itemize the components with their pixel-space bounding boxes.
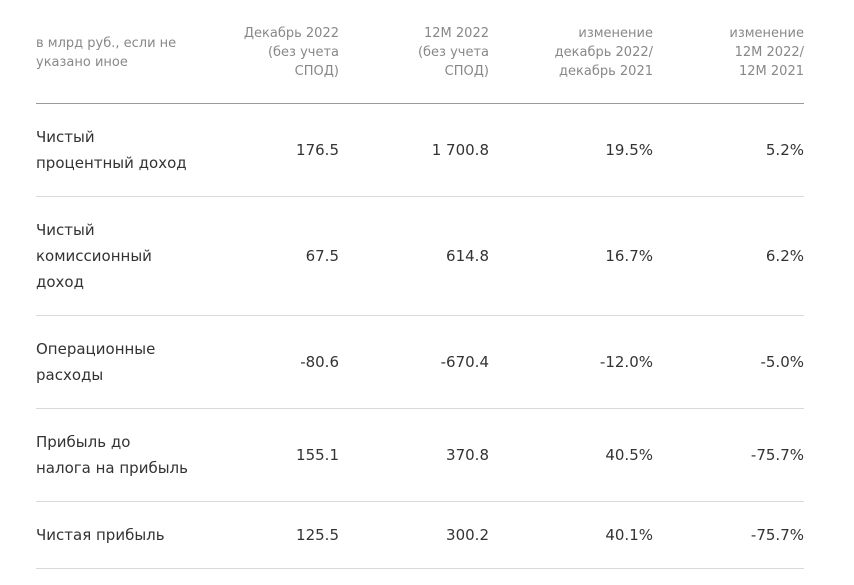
cell-change-december: -12.0%	[599, 353, 653, 371]
column-header-december-2022: Декабрь 2022 (без учета СПОД)	[243, 26, 339, 79]
cell-change-12m: 6.2%	[765, 247, 804, 265]
cell-12m-2022: 300.2	[446, 526, 489, 544]
cell-change-december: 16.7%	[605, 247, 653, 265]
cell-change-12m: -5.0%	[760, 353, 804, 371]
cell-change-12m: -75.7%	[750, 446, 804, 464]
cell-december-2022: -80.6	[300, 353, 339, 371]
row-label: Операционные расходы	[36, 340, 156, 384]
table-row-net-interest-income: Чистый процентный доход 176.5 1 700.8 19…	[36, 104, 804, 197]
cell-12m-2022: -670.4	[440, 353, 489, 371]
row-label: Чистая прибыль	[36, 526, 165, 544]
cell-change-december: 19.5%	[605, 141, 653, 159]
column-header-change-12m: изменение 12М 2022/ 12М 2021	[729, 26, 804, 79]
cell-change-december: 40.1%	[605, 526, 653, 544]
table-row-net-fee-income: Чистый комиссионный доход 67.5 614.8 16.…	[36, 197, 804, 316]
cell-change-12m: 5.2%	[765, 141, 804, 159]
table-row-net-profit: Чистая прибыль 125.5 300.2 40.1% -75.7%	[36, 502, 804, 569]
cell-change-december: 40.5%	[605, 446, 653, 464]
cell-12m-2022: 370.8	[446, 446, 489, 464]
cell-december-2022: 67.5	[305, 247, 339, 265]
cell-12m-2022: 614.8	[446, 247, 489, 265]
row-label: Прибыль до налога на прибыль	[36, 433, 188, 477]
table-row-operating-expenses: Операционные расходы -80.6 -670.4 -12.0%…	[36, 316, 804, 409]
column-header-12m-2022: 12М 2022 (без учета СПОД)	[417, 26, 489, 79]
row-label: Чистый комиссионный доход	[36, 221, 152, 291]
cell-12m-2022: 1 700.8	[431, 141, 489, 159]
table-header: в млрд руб., если не указано иное Декабр…	[36, 20, 804, 104]
financial-results-table: в млрд руб., если не указано иное Декабр…	[36, 20, 804, 569]
row-label: Чистый процентный доход	[36, 128, 187, 172]
cell-change-12m: -75.7%	[750, 526, 804, 544]
cell-december-2022: 155.1	[296, 446, 339, 464]
table-row-profit-before-tax: Прибыль до налога на прибыль 155.1 370.8…	[36, 409, 804, 502]
cell-december-2022: 125.5	[296, 526, 339, 544]
cell-december-2022: 176.5	[296, 141, 339, 159]
units-note: в млрд руб., если не указано иное	[36, 36, 177, 70]
column-header-change-december: изменение декабрь 2022/ декабрь 2021	[554, 26, 653, 79]
